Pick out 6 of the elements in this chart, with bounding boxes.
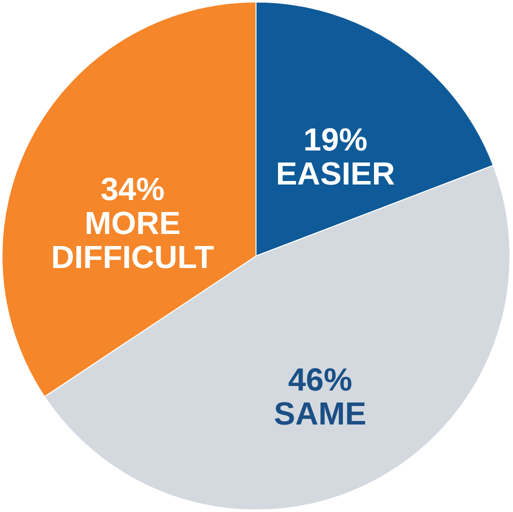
data-label: 34% — [100, 170, 165, 207]
slice-label: EASIER — [276, 156, 395, 192]
slice-label: MORE DIFFICULT — [51, 204, 215, 275]
data-label: 46% — [288, 361, 352, 398]
data-label: 19% — [303, 122, 368, 158]
slice-label: SAME — [274, 395, 366, 432]
